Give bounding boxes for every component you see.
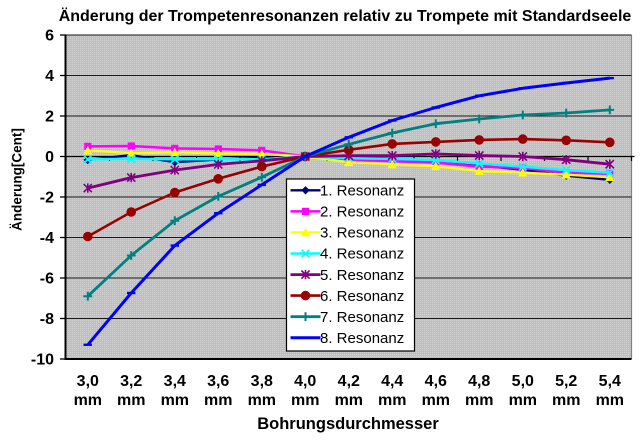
svg-text:mm: mm [465,392,493,409]
svg-text:5,4: 5,4 [599,373,621,390]
svg-text:4,4: 4,4 [381,373,403,390]
svg-text:-8: -8 [40,311,54,328]
svg-text:mm: mm [335,392,363,409]
svg-text:mm: mm [117,392,145,409]
svg-text:5. Resonanz: 5. Resonanz [320,267,404,284]
svg-text:1. Resonanz: 1. Resonanz [320,183,404,200]
svg-text:Bohrungsdurchmesser: Bohrungsdurchmesser [257,415,439,433]
svg-text:mm: mm [248,392,276,409]
svg-text:mm: mm [552,392,580,409]
svg-text:mm: mm [378,392,406,409]
svg-text:4: 4 [45,68,54,85]
svg-text:6. Resonanz: 6. Resonanz [320,288,404,305]
svg-text:3. Resonanz: 3. Resonanz [320,225,404,242]
svg-text:3,0: 3,0 [77,373,99,390]
svg-text:4. Resonanz: 4. Resonanz [320,246,404,263]
svg-text:mm: mm [509,392,537,409]
svg-text:3,8: 3,8 [251,373,273,390]
svg-text:2. Resonanz: 2. Resonanz [320,204,404,221]
svg-text:3,2: 3,2 [120,373,142,390]
svg-text:4,8: 4,8 [468,373,490,390]
svg-text:7. Resonanz: 7. Resonanz [320,309,404,326]
svg-text:-4: -4 [40,230,54,247]
svg-text:mm: mm [596,392,624,409]
svg-text:Änderung[Cent]: Änderung[Cent] [10,128,25,231]
svg-text:mm: mm [291,392,319,409]
svg-text:mm: mm [422,392,450,409]
svg-text:5,2: 5,2 [555,373,577,390]
svg-text:mm: mm [161,392,189,409]
svg-text:-2: -2 [40,190,54,207]
svg-text:3,4: 3,4 [164,373,186,390]
svg-text:4,6: 4,6 [425,373,447,390]
svg-text:2: 2 [45,109,54,126]
svg-text:-10: -10 [31,352,54,369]
svg-text:3,6: 3,6 [207,373,229,390]
svg-text:mm: mm [74,392,102,409]
svg-text:4,2: 4,2 [338,373,360,390]
svg-text:mm: mm [204,392,232,409]
svg-text:0: 0 [45,149,54,166]
svg-text:6: 6 [45,28,54,45]
svg-text:5,0: 5,0 [512,373,534,390]
svg-text:-6: -6 [40,271,54,288]
svg-text:Änderung der Trompetenresonanz: Änderung der Trompetenresonanzen relativ… [59,7,632,25]
svg-text:4,0: 4,0 [294,373,316,390]
svg-text:8. Resonanz: 8. Resonanz [320,330,404,347]
